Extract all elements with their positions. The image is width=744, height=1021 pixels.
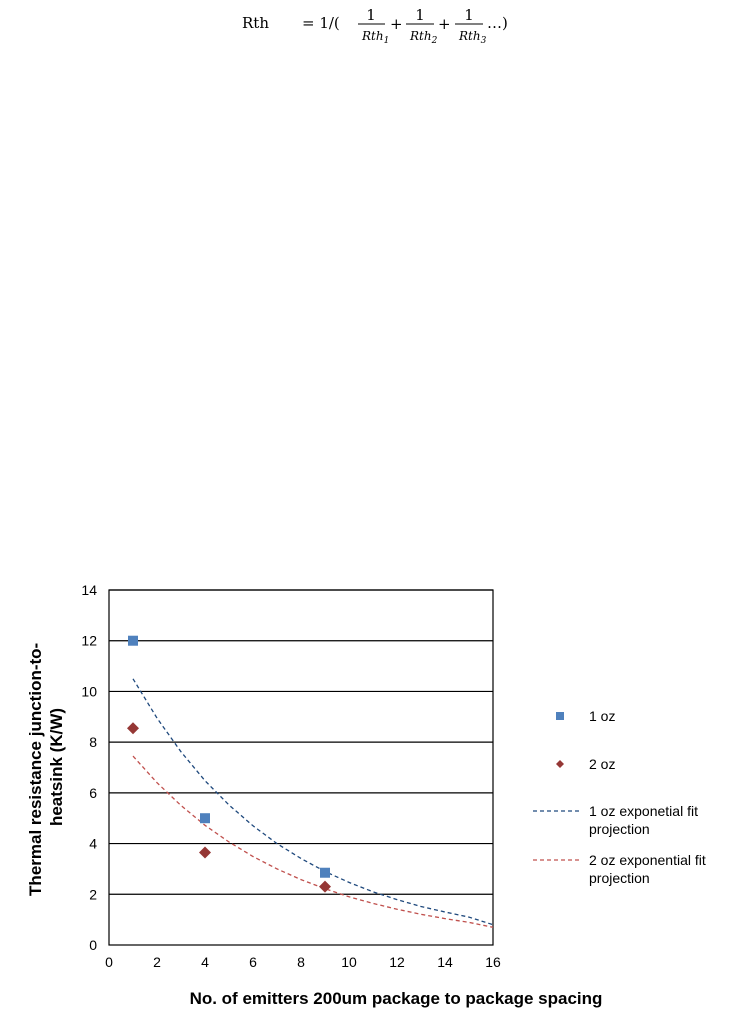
y-tick-label: 14 <box>81 582 97 598</box>
plot-area-frame <box>108 589 494 946</box>
y-tick-label: 0 <box>89 937 97 953</box>
x-tick-label: 10 <box>341 954 357 970</box>
formula-lhs: Rth <box>242 14 269 32</box>
thermal-resistance-formula: Rth = 1/( 1 Rth1 + 1 Rth2 + 1 Rth3 …) <box>242 6 508 46</box>
y-tick-label: 2 <box>89 886 97 902</box>
fit-curves <box>132 678 494 928</box>
x-tick-label: 6 <box>249 954 257 970</box>
fit-curve-series-2 <box>132 678 494 926</box>
y-axis-title-line-2: heatsink (K/W) <box>47 708 66 826</box>
formula-term-1-denominator: Rth1 <box>361 29 389 46</box>
data-point-1oz <box>320 867 330 878</box>
y-tick-label: 12 <box>81 633 97 649</box>
legend-marker-1oz <box>556 712 564 720</box>
legend-label-1oz: 1 oz <box>589 708 615 724</box>
x-tick-label: 8 <box>297 954 305 970</box>
data-point-2oz <box>199 846 211 859</box>
y-tick-label: 10 <box>81 683 97 699</box>
formula-plus-2: + <box>438 15 451 33</box>
y-tick-label: 8 <box>89 734 97 750</box>
x-tick-label: 2 <box>153 954 161 970</box>
formula-term-3-numerator: 1 <box>464 6 474 24</box>
legend-label-1oz-fit-line-2: projection <box>589 821 650 837</box>
formula-term-2-denominator: Rth2 <box>409 29 438 46</box>
formula-term-1-numerator: 1 <box>366 6 376 24</box>
data-points <box>127 635 331 893</box>
y-axis-tick-labels: 0 2 4 6 8 10 12 14 <box>81 582 97 953</box>
legend-label-1oz-fit-line-1: 1 oz exponetial fit <box>589 803 698 819</box>
formula-term-2-numerator: 1 <box>415 6 425 24</box>
formula-suffix: …) <box>487 14 508 32</box>
chart-legend: 1 oz 2 oz 1 oz exponetial fit projection… <box>533 708 706 886</box>
y-axis-title: Thermal resistance junction-to- heatsink… <box>26 638 66 896</box>
x-tick-label: 0 <box>105 954 113 970</box>
formula-plus-1: + <box>390 15 403 33</box>
legend-label-2oz-fit-line-1: 2 oz exponential fit <box>589 852 706 868</box>
x-axis-tick-labels: 0 2 4 6 8 10 12 14 16 <box>105 954 501 970</box>
data-point-2oz <box>127 722 139 735</box>
x-tick-label: 12 <box>389 954 405 970</box>
legend-label-2oz-fit-line-2: projection <box>589 870 650 886</box>
y-tick-label: 6 <box>89 785 97 801</box>
formula-term-3-denominator: Rth3 <box>458 29 487 46</box>
x-tick-label: 14 <box>437 954 453 970</box>
chart-gridlines <box>109 589 493 895</box>
data-point-1oz <box>128 635 138 646</box>
y-axis-title-line-1: Thermal resistance junction-to- <box>26 643 45 896</box>
legend-label-2oz: 2 oz <box>589 756 615 772</box>
legend-marker-2oz <box>556 760 564 768</box>
formula-prefix: = 1/( <box>302 14 340 32</box>
x-tick-label: 4 <box>201 954 209 970</box>
fit-curve-series-3 <box>132 755 494 928</box>
data-point-1oz <box>200 813 210 824</box>
data-point-2oz <box>319 880 331 893</box>
x-axis-title: No. of emitters 200um package to package… <box>190 989 603 1008</box>
x-tick-label: 16 <box>485 954 501 970</box>
y-tick-label: 4 <box>89 836 97 852</box>
